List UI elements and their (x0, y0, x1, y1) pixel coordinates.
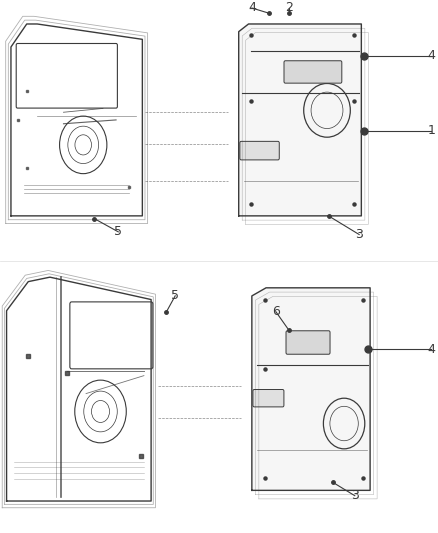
Text: 1: 1 (427, 124, 435, 137)
FancyBboxPatch shape (253, 390, 284, 407)
Polygon shape (239, 24, 361, 216)
Text: 5: 5 (171, 289, 179, 302)
Polygon shape (252, 288, 370, 490)
Text: 4: 4 (248, 2, 256, 14)
FancyBboxPatch shape (240, 141, 279, 160)
Text: 6: 6 (272, 305, 280, 318)
Text: 2: 2 (285, 2, 293, 14)
Text: 3: 3 (355, 228, 363, 241)
Text: 4: 4 (427, 343, 435, 356)
Text: 3: 3 (351, 489, 359, 502)
Text: 4: 4 (427, 50, 435, 62)
FancyBboxPatch shape (284, 61, 342, 83)
FancyBboxPatch shape (286, 331, 330, 354)
Text: 5: 5 (114, 225, 122, 238)
